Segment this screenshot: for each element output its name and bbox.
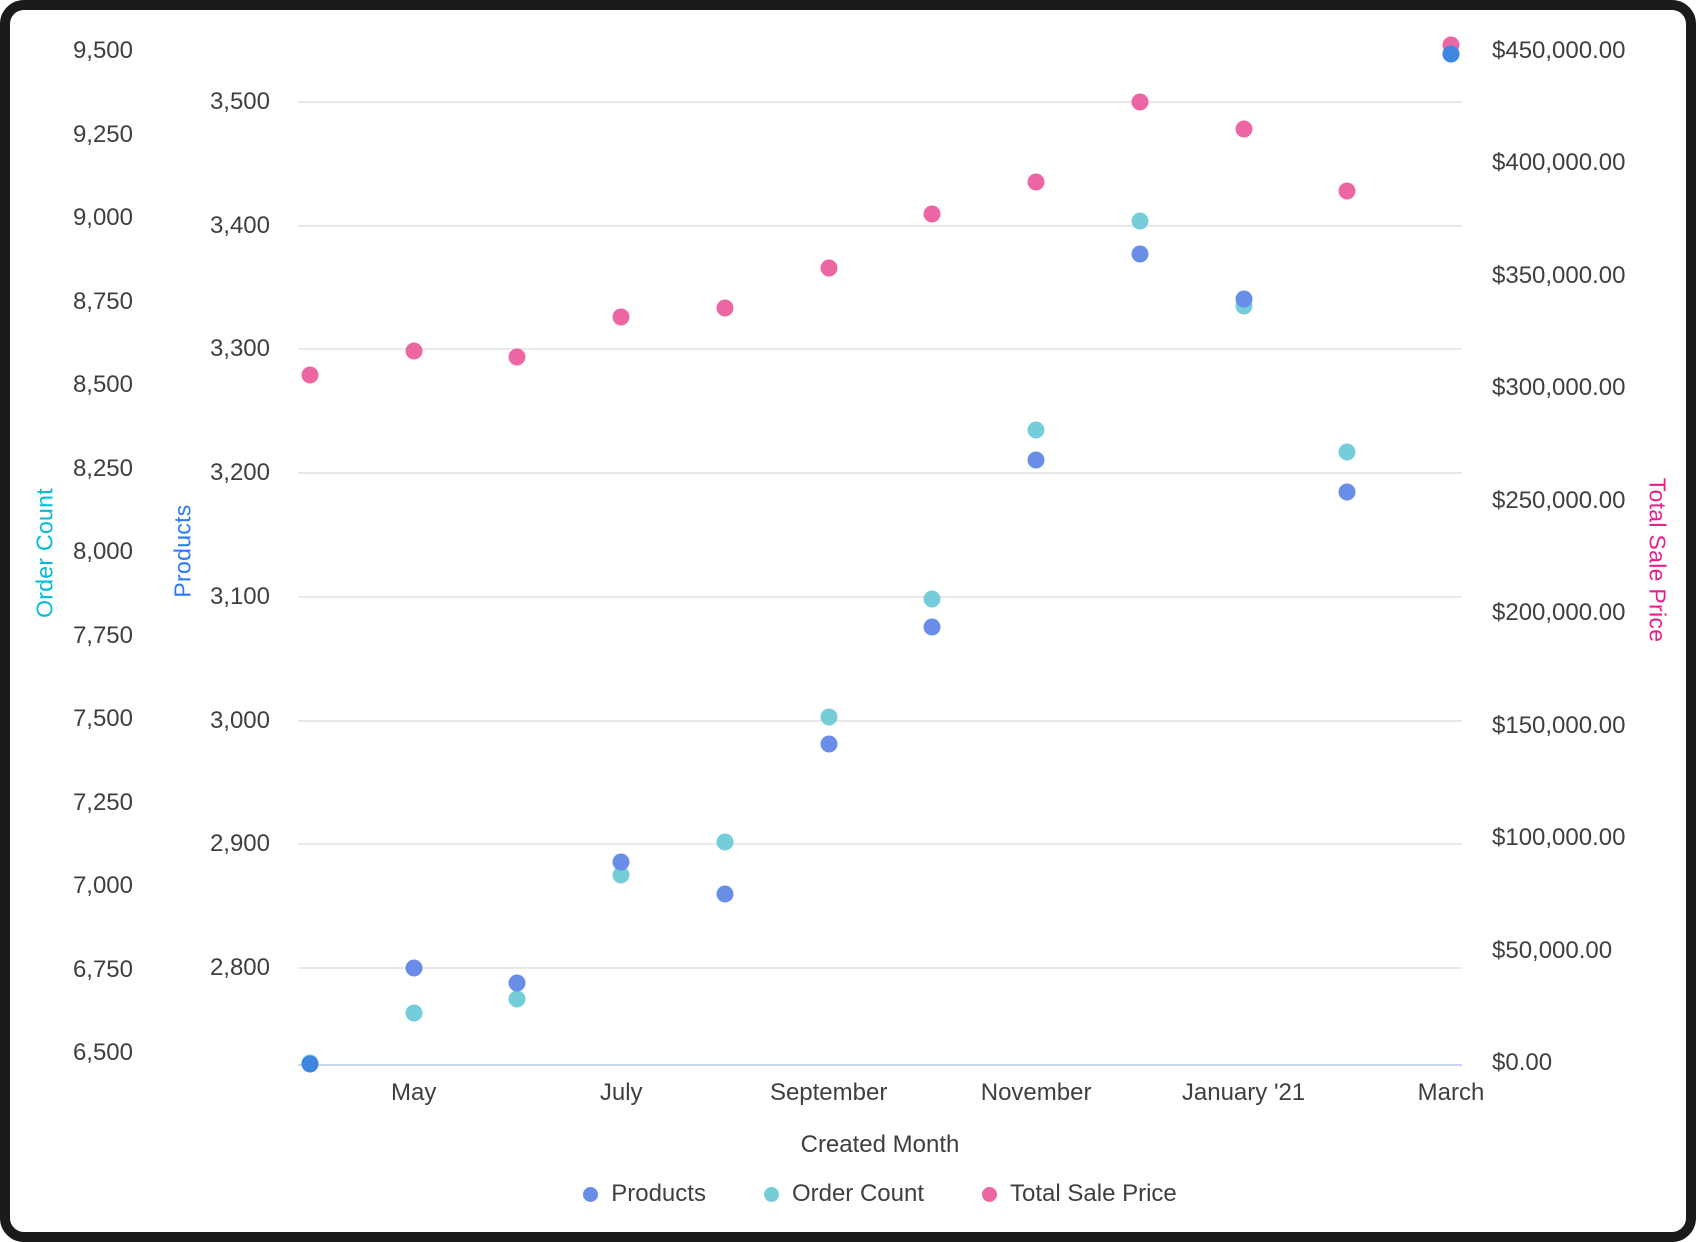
x-tick-label: September <box>769 1079 888 1106</box>
x-tick-label: January '21 <box>1181 1079 1306 1106</box>
legend-item-order-count[interactable]: Order Count <box>763 1180 925 1208</box>
x-tick-label: July <box>599 1079 643 1106</box>
legend-item-total-sale-price[interactable]: Total Sale Price <box>982 1180 1177 1208</box>
point-order-count-august[interactable] <box>716 833 734 851</box>
gridline <box>298 101 1462 103</box>
point-total-sale-price-november[interactable] <box>1027 173 1045 191</box>
point-products-august[interactable] <box>716 885 734 903</box>
point-products-october[interactable] <box>923 618 941 636</box>
products-tick-label: 3,500 <box>209 88 270 115</box>
products-tick-label: 3,400 <box>209 211 270 239</box>
point-total-sale-price-october[interactable] <box>923 205 941 223</box>
gridline <box>298 719 1462 722</box>
order_count-tick-label: 9,500 <box>72 37 133 64</box>
point-total-sale-price-january-21[interactable] <box>1235 120 1253 138</box>
order_count-tick-label: 7,750 <box>72 621 133 649</box>
products-tick-label: 3,200 <box>209 459 270 487</box>
point-order-count-september[interactable] <box>820 708 838 726</box>
total_sale_price-tick-label: $0.00 <box>1492 1049 1553 1076</box>
point-total-sale-price-december[interactable] <box>1131 93 1149 111</box>
order_count-tick-label: 9,250 <box>72 120 133 148</box>
point-order-count-december[interactable] <box>1131 212 1149 230</box>
total_sale_price-tick-label: $150,000.00 <box>1492 711 1626 739</box>
order_count-tick-label: 8,750 <box>72 287 133 315</box>
x-axis-line <box>298 1064 1462 1066</box>
point-order-count-may[interactable] <box>405 1004 423 1022</box>
legend-label: Total Sale Price <box>1010 1180 1177 1207</box>
total_sale_price-tick-label: $250,000.00 <box>1492 486 1626 514</box>
gridline <box>298 967 1462 969</box>
point-order-count-july[interactable] <box>612 866 630 884</box>
order_count-tick-label: 6,500 <box>72 1039 133 1066</box>
order_count-tick-label: 9,000 <box>72 204 133 231</box>
point-order-count-february[interactable] <box>1338 443 1356 461</box>
order_count-tick-label: 8,250 <box>72 454 133 482</box>
point-products-july[interactable] <box>612 853 630 871</box>
total_sale_price-tick-label: $100,000.00 <box>1492 824 1626 852</box>
point-total-sale-price-august[interactable] <box>716 299 734 317</box>
order_count-tick-label: 7,000 <box>72 872 133 899</box>
point-order-count-november[interactable] <box>1027 421 1045 439</box>
products-tick-label: 3,100 <box>209 582 270 610</box>
x-tick-label: March <box>1417 1079 1485 1106</box>
total_sale_price-tick-label: $50,000.00 <box>1492 936 1613 964</box>
legend: Products Order Count Total Sale Price <box>298 1180 1462 1208</box>
legend-label: Order Count <box>791 1180 925 1207</box>
order_count-tick-label: 8,500 <box>72 371 133 398</box>
point-products-september[interactable] <box>820 735 838 753</box>
total_sale_price-tick-label: $400,000.00 <box>1492 149 1626 177</box>
products-tick-label: 2,800 <box>209 954 270 981</box>
products-tick-label: 3,300 <box>209 335 270 363</box>
point-total-sale-price-july[interactable] <box>612 308 630 326</box>
gridline <box>298 595 1462 598</box>
order_count-tick-label: 7,500 <box>72 705 133 732</box>
legend-dot-icon <box>583 1186 599 1202</box>
legend-item-products[interactable]: Products <box>583 1180 706 1208</box>
point-total-sale-price-april[interactable] <box>301 366 319 384</box>
point-products-may[interactable] <box>405 959 423 977</box>
point-total-sale-price-february[interactable] <box>1338 182 1356 200</box>
point-total-sale-price-june[interactable] <box>508 348 526 366</box>
point-products-january-21[interactable] <box>1235 290 1253 308</box>
legend-label: Products <box>611 1180 706 1207</box>
total_sale_price-tick-label: $200,000.00 <box>1492 599 1626 627</box>
total_sale_price-tick-label: $300,000.00 <box>1492 374 1626 402</box>
gridline <box>298 472 1462 475</box>
products-tick-label: 3,000 <box>209 706 270 734</box>
x-axis-title: Created Month <box>800 1131 960 1158</box>
legend-dot-icon <box>763 1186 779 1202</box>
point-order-count-october[interactable] <box>923 590 941 608</box>
gridline <box>298 224 1462 227</box>
point-order-count-june[interactable] <box>508 990 526 1008</box>
point-products-june[interactable] <box>508 974 526 992</box>
gridline <box>298 843 1462 846</box>
products-axis-title: Products <box>169 504 196 598</box>
total-sale-price-axis-title: Total Sale Price <box>1644 477 1671 643</box>
order_count-tick-label: 8,000 <box>72 538 133 565</box>
order_count-tick-label: 7,250 <box>72 788 133 816</box>
point-products-april[interactable] <box>301 1055 319 1073</box>
point-products-december[interactable] <box>1131 245 1149 263</box>
point-total-sale-price-september[interactable] <box>820 259 838 277</box>
point-products-february[interactable] <box>1338 483 1356 501</box>
x-tick-label: November <box>980 1079 1092 1106</box>
x-tick-label: May <box>391 1079 437 1106</box>
products-tick-label: 2,900 <box>209 830 270 858</box>
order-count-axis-title: Order Count <box>31 488 58 618</box>
legend-dot-icon <box>982 1186 998 1202</box>
point-total-sale-price-may[interactable] <box>405 342 423 360</box>
order_count-tick-label: 6,750 <box>72 955 133 983</box>
total_sale_price-tick-label: $350,000.00 <box>1492 261 1626 289</box>
point-products-march[interactable] <box>1442 45 1460 63</box>
point-products-november[interactable] <box>1027 451 1045 469</box>
total_sale_price-tick-label: $450,000.00 <box>1492 37 1626 64</box>
gridline <box>298 348 1462 351</box>
